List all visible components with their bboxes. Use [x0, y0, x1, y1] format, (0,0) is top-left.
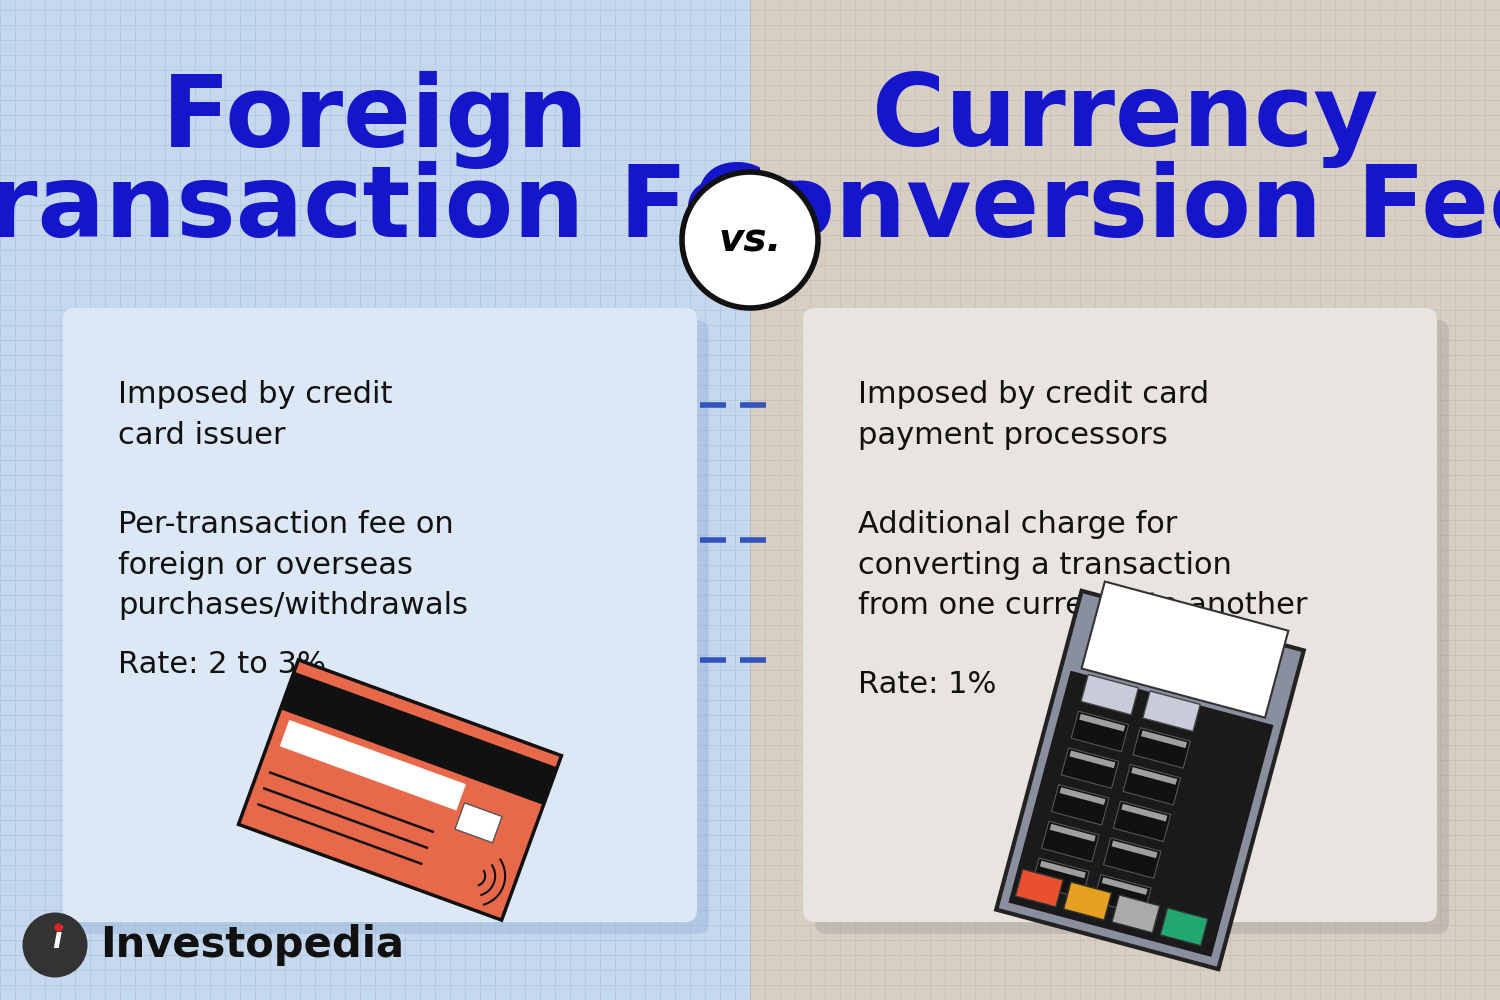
- Text: Investopedia: Investopedia: [100, 924, 404, 966]
- Polygon shape: [1059, 787, 1106, 805]
- Polygon shape: [1132, 728, 1191, 768]
- Polygon shape: [1094, 875, 1150, 915]
- Polygon shape: [279, 720, 466, 811]
- Polygon shape: [1041, 821, 1100, 862]
- Polygon shape: [1070, 751, 1116, 768]
- Polygon shape: [0, 0, 750, 1000]
- Polygon shape: [1122, 804, 1167, 822]
- Polygon shape: [1112, 895, 1160, 933]
- Text: Additional charge for
converting a transaction
from one currency to another: Additional charge for converting a trans…: [858, 510, 1308, 620]
- Text: Currency: Currency: [871, 72, 1378, 168]
- Polygon shape: [1032, 858, 1089, 898]
- FancyBboxPatch shape: [815, 320, 1449, 934]
- Text: Rate: 2 to 3%: Rate: 2 to 3%: [118, 650, 326, 679]
- Polygon shape: [1101, 877, 1148, 895]
- Polygon shape: [1082, 582, 1288, 718]
- Text: Foreign: Foreign: [162, 71, 588, 169]
- Text: Imposed by credit card
payment processors: Imposed by credit card payment processor…: [858, 380, 1209, 450]
- Polygon shape: [454, 803, 503, 843]
- Polygon shape: [1112, 841, 1158, 858]
- Text: Imposed by credit
card issuer: Imposed by credit card issuer: [118, 380, 393, 450]
- Polygon shape: [1050, 824, 1095, 842]
- Polygon shape: [1131, 767, 1178, 785]
- Polygon shape: [1113, 801, 1172, 842]
- Polygon shape: [996, 591, 1304, 969]
- Text: Per-transaction fee on
foreign or overseas
purchases/withdrawals: Per-transaction fee on foreign or overse…: [118, 510, 468, 620]
- Polygon shape: [1062, 748, 1119, 788]
- Polygon shape: [1064, 882, 1112, 920]
- Polygon shape: [1071, 711, 1128, 752]
- Polygon shape: [1052, 785, 1108, 825]
- Polygon shape: [1104, 838, 1161, 878]
- Polygon shape: [1078, 714, 1125, 732]
- Polygon shape: [1040, 861, 1086, 878]
- Polygon shape: [1016, 869, 1064, 907]
- FancyBboxPatch shape: [75, 320, 710, 934]
- Text: i: i: [53, 926, 62, 954]
- Polygon shape: [1142, 730, 1186, 748]
- Polygon shape: [1160, 908, 1208, 946]
- Text: Conversion Fee: Conversion Fee: [693, 161, 1500, 258]
- Circle shape: [682, 172, 818, 308]
- Polygon shape: [1124, 764, 1180, 805]
- Polygon shape: [750, 0, 1500, 1000]
- Polygon shape: [1082, 674, 1138, 715]
- Polygon shape: [1143, 691, 1200, 731]
- Polygon shape: [238, 660, 561, 920]
- Text: Rate: 1%: Rate: 1%: [858, 670, 996, 699]
- FancyBboxPatch shape: [63, 308, 698, 922]
- Polygon shape: [1008, 671, 1274, 957]
- Text: Transaction Fee: Transaction Fee: [0, 161, 819, 258]
- FancyBboxPatch shape: [802, 308, 1437, 922]
- Polygon shape: [280, 672, 556, 805]
- Text: vs.: vs.: [718, 221, 782, 259]
- Ellipse shape: [22, 912, 87, 978]
